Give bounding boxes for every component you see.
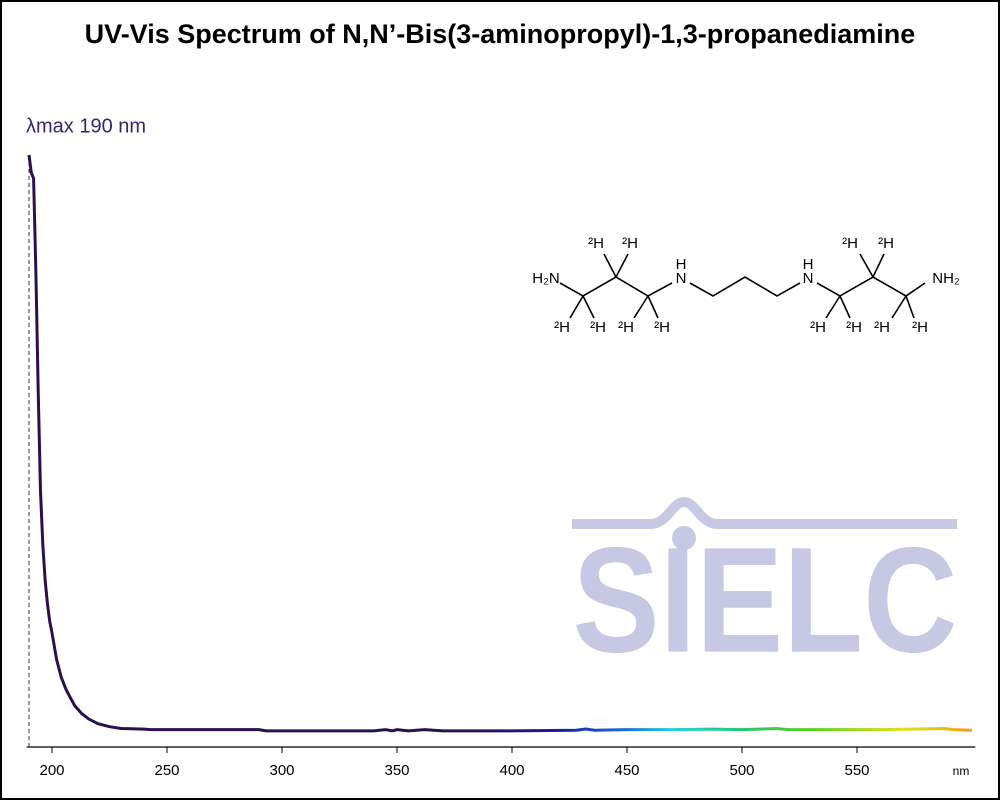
atom-label: N (676, 270, 687, 287)
deuterium-label: ²H (810, 319, 826, 336)
bond (689, 276, 801, 297)
logo-dot (672, 526, 696, 550)
deuterium-label: ²H (874, 319, 890, 336)
atom-label: H (803, 256, 814, 273)
deuterium-label: ²H (554, 319, 570, 336)
chart-title: UV-Vis Spectrum of N,N’-Bis(3-aminopropy… (85, 19, 916, 49)
x-tick-label: 200 (39, 762, 64, 779)
atom-label: H (676, 256, 687, 273)
x-tick-label: 350 (384, 762, 409, 779)
atom-label: H₂N (532, 270, 560, 287)
x-tick-label: 500 (729, 762, 754, 779)
atom-label: NH₂ (932, 270, 960, 287)
annotation: λmax 190 nm (26, 115, 146, 137)
bond (569, 253, 915, 319)
deuterium-label: ²H (654, 319, 670, 336)
x-tick-label: 550 (844, 762, 869, 779)
deuterium-label: ²H (912, 319, 928, 336)
atom-label: N (803, 270, 814, 287)
watermark: SIELC (572, 496, 958, 684)
x-tick-label: 450 (614, 762, 639, 779)
deuterium-label: ²H (588, 235, 604, 252)
deuterium-label: ²H (590, 319, 606, 336)
deuterium-label: ²H (622, 235, 638, 252)
x-tick-label: 400 (499, 762, 524, 779)
logo-arc (572, 496, 957, 529)
x-unit: nm (953, 764, 970, 778)
x-tick-label: 250 (154, 762, 179, 779)
logo-text: SIELC (573, 516, 958, 684)
deuterium-label: ²H (878, 235, 894, 252)
deuterium-label: ²H (618, 319, 634, 336)
deuterium-label: ²H (846, 319, 862, 336)
spectrum-line (27, 154, 973, 733)
x-tick-label: 300 (269, 762, 294, 779)
deuterium-label: ²H (842, 235, 858, 252)
